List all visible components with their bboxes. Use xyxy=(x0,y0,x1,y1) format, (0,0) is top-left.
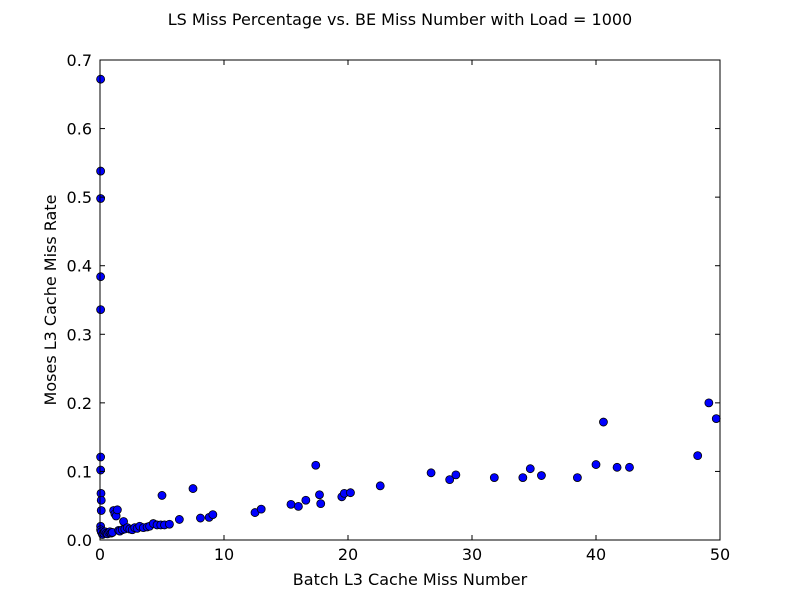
data-point xyxy=(96,272,106,282)
x-axis-label: Batch L3 Cache Miss Number xyxy=(293,570,528,589)
data-point xyxy=(196,513,205,523)
data-point xyxy=(96,194,106,203)
data-points xyxy=(96,74,721,539)
data-point xyxy=(315,490,324,500)
data-point xyxy=(451,470,461,480)
x-tick-label: 40 xyxy=(586,545,606,564)
data-point xyxy=(625,462,634,472)
data-point xyxy=(573,473,582,483)
x-tick-label: 0 xyxy=(95,545,105,564)
y-tick-label: 0.4 xyxy=(67,257,92,276)
data-point xyxy=(591,460,601,469)
data-point xyxy=(445,475,455,485)
y-tick-label: 0.3 xyxy=(67,325,92,344)
data-point xyxy=(693,451,703,461)
data-point xyxy=(599,417,608,427)
data-point xyxy=(208,510,218,520)
data-point xyxy=(165,519,174,529)
data-point xyxy=(311,460,321,470)
x-tick-label: 30 xyxy=(462,545,482,564)
y-tick-label: 0.6 xyxy=(67,120,92,139)
data-point xyxy=(96,506,106,515)
data-point xyxy=(293,501,303,511)
data-point xyxy=(188,484,198,493)
data-point xyxy=(426,468,436,478)
axis-ticks: 0 10 20 30 40 50 0.0 0.1 0.2 0.3 0.4 0.5 0.6 0.7 xyxy=(67,51,731,564)
x-tick-label: 50 xyxy=(710,545,730,564)
data-point xyxy=(301,495,311,505)
data-point xyxy=(96,495,106,505)
y-tick-label: 0.2 xyxy=(67,394,92,413)
data-point xyxy=(346,488,355,498)
x-tick-label: 20 xyxy=(338,545,358,564)
data-point xyxy=(316,499,326,509)
data-point xyxy=(174,515,184,524)
data-point xyxy=(704,398,714,408)
data-point xyxy=(96,452,106,462)
x-tick-label: 10 xyxy=(214,545,234,564)
y-tick-label: 0.1 xyxy=(67,462,92,481)
data-point xyxy=(157,491,167,500)
data-point xyxy=(375,481,385,491)
data-point xyxy=(112,505,122,515)
data-point xyxy=(612,462,622,472)
data-point xyxy=(96,305,106,315)
y-axis-label: Moses L3 Cache Miss Rate xyxy=(41,195,60,406)
chart-title: LS Miss Percentage vs. BE Miss Number wi… xyxy=(168,10,632,29)
data-point xyxy=(96,166,106,176)
data-point xyxy=(525,464,535,474)
data-point xyxy=(537,471,546,480)
y-tick-label: 0.0 xyxy=(67,531,92,550)
data-point xyxy=(256,504,266,514)
y-tick-label: 0.5 xyxy=(67,188,92,207)
data-point xyxy=(489,473,499,483)
data-point xyxy=(286,499,296,509)
data-point xyxy=(711,414,721,424)
plot-frame xyxy=(99,59,721,541)
data-point xyxy=(96,74,106,84)
data-point xyxy=(96,465,106,475)
y-tick-label: 0.7 xyxy=(67,51,92,70)
data-point xyxy=(518,473,528,483)
